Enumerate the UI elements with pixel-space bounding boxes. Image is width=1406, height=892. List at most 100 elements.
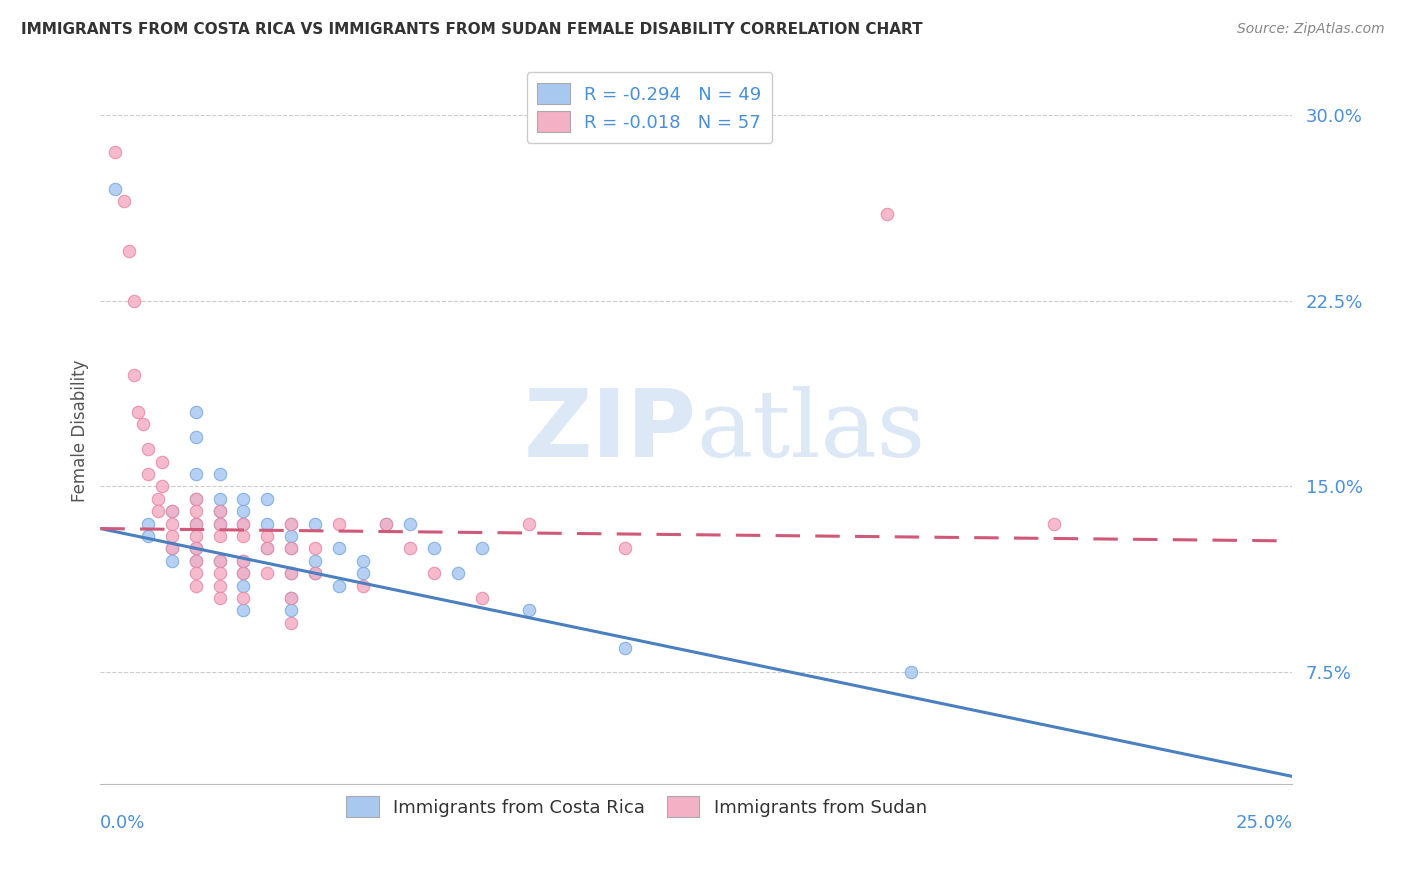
- Point: [423, 541, 446, 556]
- Point: [304, 541, 326, 556]
- Point: [160, 554, 183, 568]
- Point: [136, 442, 159, 457]
- Point: [280, 615, 302, 630]
- Point: [160, 541, 183, 556]
- Point: [328, 516, 350, 531]
- Point: [328, 578, 350, 592]
- Point: [447, 566, 470, 581]
- Point: [519, 603, 541, 617]
- Point: [184, 405, 207, 419]
- Point: [876, 207, 898, 221]
- Point: [184, 491, 207, 506]
- Text: IMMIGRANTS FROM COSTA RICA VS IMMIGRANTS FROM SUDAN FEMALE DISABILITY CORRELATIO: IMMIGRANTS FROM COSTA RICA VS IMMIGRANTS…: [21, 22, 922, 37]
- Point: [375, 516, 398, 531]
- Point: [136, 529, 159, 543]
- Point: [328, 541, 350, 556]
- Point: [399, 516, 422, 531]
- Point: [184, 516, 207, 531]
- Point: [132, 417, 155, 432]
- Point: [160, 504, 183, 518]
- Point: [184, 467, 207, 481]
- Point: [184, 554, 207, 568]
- Point: [146, 504, 169, 518]
- Point: [208, 504, 231, 518]
- Text: atlas: atlas: [696, 385, 925, 475]
- Point: [104, 182, 127, 196]
- Point: [900, 665, 922, 680]
- Point: [184, 430, 207, 444]
- Point: [304, 566, 326, 581]
- Point: [128, 405, 150, 419]
- Point: [375, 516, 398, 531]
- Point: [208, 591, 231, 605]
- Point: [208, 516, 231, 531]
- Point: [280, 603, 302, 617]
- Point: [399, 541, 422, 556]
- Point: [256, 516, 278, 531]
- Point: [208, 578, 231, 592]
- Point: [208, 554, 231, 568]
- Text: Source: ZipAtlas.com: Source: ZipAtlas.com: [1237, 22, 1385, 37]
- Point: [280, 566, 302, 581]
- Point: [471, 541, 494, 556]
- Point: [136, 467, 159, 481]
- Point: [280, 591, 302, 605]
- Point: [184, 578, 207, 592]
- Point: [519, 516, 541, 531]
- Point: [208, 566, 231, 581]
- Point: [184, 504, 207, 518]
- Point: [613, 640, 636, 655]
- Point: [280, 566, 302, 581]
- Point: [256, 541, 278, 556]
- Point: [613, 541, 636, 556]
- Point: [232, 491, 254, 506]
- Point: [208, 491, 231, 506]
- Point: [208, 467, 231, 481]
- Point: [280, 541, 302, 556]
- Point: [118, 244, 141, 258]
- Point: [471, 591, 494, 605]
- Point: [150, 455, 173, 469]
- Point: [280, 591, 302, 605]
- Point: [160, 529, 183, 543]
- Point: [184, 529, 207, 543]
- Point: [352, 578, 374, 592]
- Point: [352, 554, 374, 568]
- Point: [232, 516, 254, 531]
- Point: [184, 566, 207, 581]
- Point: [280, 516, 302, 531]
- Point: [256, 491, 278, 506]
- Point: [232, 554, 254, 568]
- Point: [232, 578, 254, 592]
- Point: [208, 504, 231, 518]
- Point: [256, 529, 278, 543]
- Point: [208, 554, 231, 568]
- Point: [232, 554, 254, 568]
- Point: [112, 194, 135, 209]
- Point: [423, 566, 446, 581]
- Point: [160, 516, 183, 531]
- Point: [184, 516, 207, 531]
- Point: [232, 529, 254, 543]
- Point: [304, 566, 326, 581]
- Point: [146, 491, 169, 506]
- Point: [232, 504, 254, 518]
- Point: [122, 293, 145, 308]
- Point: [136, 516, 159, 531]
- Point: [280, 516, 302, 531]
- Point: [160, 504, 183, 518]
- Point: [304, 516, 326, 531]
- Point: [104, 145, 127, 159]
- Point: [122, 368, 145, 382]
- Text: 25.0%: 25.0%: [1236, 814, 1292, 832]
- Point: [232, 566, 254, 581]
- Point: [232, 603, 254, 617]
- Point: [184, 554, 207, 568]
- Point: [304, 554, 326, 568]
- Point: [150, 479, 173, 493]
- Point: [1043, 516, 1066, 531]
- Legend: Immigrants from Costa Rica, Immigrants from Sudan: Immigrants from Costa Rica, Immigrants f…: [339, 789, 934, 824]
- Point: [256, 541, 278, 556]
- Point: [232, 516, 254, 531]
- Point: [256, 566, 278, 581]
